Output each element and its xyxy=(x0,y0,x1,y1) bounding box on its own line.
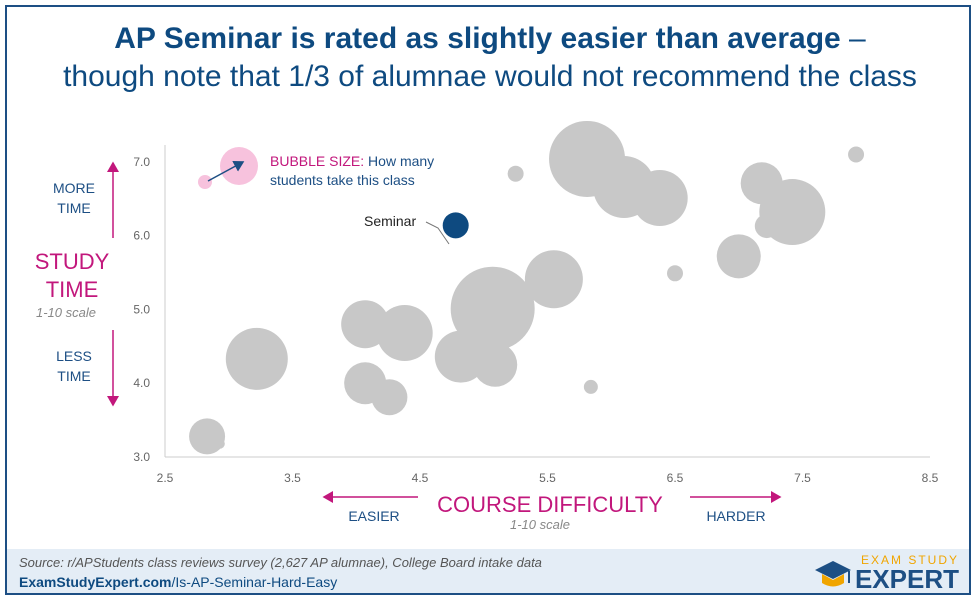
less-time-label: LESS TIME xyxy=(56,348,92,384)
harder-label: HARDER xyxy=(706,508,766,524)
class-bubble xyxy=(214,438,225,449)
y-scale-note: 1-10 scale xyxy=(36,305,96,320)
class-bubble xyxy=(583,379,598,394)
x-tick-label: 4.5 xyxy=(412,471,429,485)
x-scale-note: 1-10 scale xyxy=(510,517,570,532)
class-bubble xyxy=(189,418,226,455)
bubble-size-note: BUBBLE SIZE: How many students take this… xyxy=(270,152,470,190)
source-note: Source: r/APStudents class reviews surve… xyxy=(19,555,542,570)
class-bubble xyxy=(524,250,583,309)
bubble-size-text: How many students take this class xyxy=(270,153,435,188)
y-tick-label: 6.0 xyxy=(133,229,150,243)
x-tick-label: 6.5 xyxy=(667,471,684,485)
footer: Source: r/APStudents class reviews surve… xyxy=(7,549,969,594)
study-time-label: STUDY TIME xyxy=(34,249,110,302)
chart-frame xyxy=(5,5,971,595)
class-bubble xyxy=(631,170,688,227)
y-tick-label: 4.0 xyxy=(133,376,150,390)
x-tick-label: 7.5 xyxy=(794,471,811,485)
class-bubble xyxy=(667,265,683,282)
legend-bubble-large xyxy=(220,147,258,185)
class-bubble xyxy=(473,342,518,387)
more-time-label: MORE TIME xyxy=(53,180,95,216)
title-dash: – xyxy=(840,22,866,55)
class-bubble xyxy=(759,179,826,246)
x-tick-label: 3.5 xyxy=(284,471,301,485)
y-tick-label: 5.0 xyxy=(133,302,150,316)
title-line2: though note that 1/3 of alumnae would no… xyxy=(63,60,917,93)
bubble-size-key: BUBBLE SIZE: xyxy=(270,153,365,169)
x-tick-label: 8.5 xyxy=(922,471,939,485)
y-tick-label: 7.0 xyxy=(133,155,150,169)
class-bubble xyxy=(848,146,865,163)
x-tick-label: 5.5 xyxy=(539,471,556,485)
seminar-bubble xyxy=(442,212,469,239)
brand-main-text: EXPERT xyxy=(854,564,959,594)
class-bubble xyxy=(716,234,761,279)
graduation-cap-icon xyxy=(815,561,851,587)
class-bubble xyxy=(371,379,408,416)
source-url[interactable]: ExamStudyExpert.com/Is-AP-Seminar-Hard-E… xyxy=(19,574,337,590)
legend-bubble-small xyxy=(198,175,212,189)
url-path: /Is-AP-Seminar-Hard-Easy xyxy=(171,574,338,590)
seminar-callout-line xyxy=(425,221,450,245)
axis-ticks: 2.5 3.5 4.5 5.5 6.5 7.5 8.5 3.0 4.0 5.0 6.0 7.0 xyxy=(133,155,938,485)
legend-arrow xyxy=(207,161,245,182)
x-tick-label: 2.5 xyxy=(157,471,174,485)
chart-title: AP Seminar is rated as slightly easier t… xyxy=(0,20,980,96)
title-line1: AP Seminar is rated as slightly easier t… xyxy=(114,22,841,55)
url-domain: ExamStudyExpert.com xyxy=(19,574,172,590)
easier-label: EASIER xyxy=(348,508,400,524)
seminar-label: Seminar xyxy=(364,213,417,229)
class-bubble xyxy=(376,305,433,362)
x-axis-label: COURSE DIFFICULTY xyxy=(437,492,663,517)
y-tick-label: 3.0 xyxy=(133,450,150,464)
brand-logo: EXAM STUDY EXPERT xyxy=(809,553,959,594)
bubble-layer xyxy=(189,120,865,455)
brand-top-text: EXAM STUDY xyxy=(860,553,959,567)
class-bubble xyxy=(507,165,524,182)
class-bubble xyxy=(450,266,535,351)
class-bubble xyxy=(225,327,288,390)
